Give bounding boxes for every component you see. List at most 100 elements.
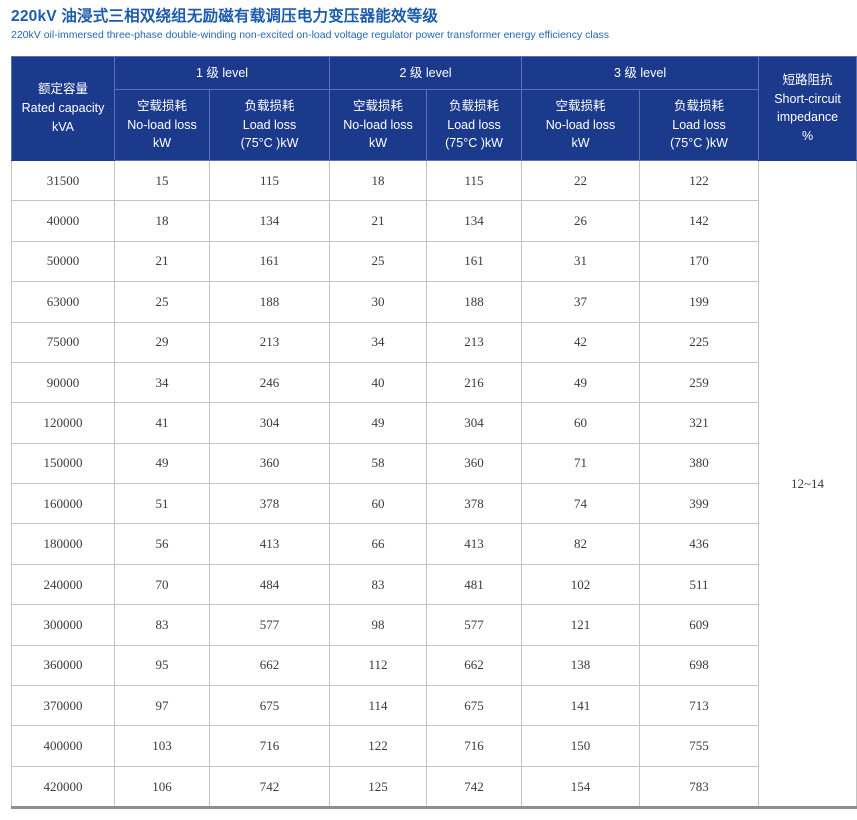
no-load-loss-2-cell: 40 bbox=[329, 361, 428, 404]
header-short-circuit-impedance: 短路阻抗 Short-circuit impedance % bbox=[758, 55, 857, 161]
load-loss-3-cell: 399 bbox=[639, 483, 760, 525]
load-loss-2-cell: 134 bbox=[426, 200, 523, 242]
load-loss-2-cell: 304 bbox=[426, 402, 523, 444]
table-row: 50000 21 161 25 161 31 170 bbox=[11, 240, 857, 283]
table-header: 额定容量 Rated capacity kVA 1 级 level 2 级 le… bbox=[11, 55, 857, 161]
no-load-loss-3-cell: 26 bbox=[521, 200, 641, 242]
load-loss-3-cell: 698 bbox=[639, 644, 760, 687]
load-loss-2-cell: 413 bbox=[426, 523, 523, 565]
header-load-loss-level3: 负载损耗 Load loss (75°C )kW bbox=[639, 88, 760, 161]
load-loss-3-cell: 783 bbox=[639, 765, 760, 809]
table-row: 31500 15 115 18 115 22 122 12~14 bbox=[11, 159, 857, 809]
no-load-loss-3-cell: 102 bbox=[521, 563, 641, 606]
load-loss-2-cell: 213 bbox=[426, 321, 523, 363]
no-load-loss-2-cell: 112 bbox=[329, 644, 428, 687]
table-row: 160000 51 378 60 378 74 399 bbox=[11, 483, 857, 525]
no-load-loss-2-cell: 21 bbox=[329, 200, 428, 242]
header-no-load-loss-level2: 空载损耗 No-load loss kW bbox=[329, 88, 428, 161]
header-level-2-group: 2 级 level bbox=[329, 55, 523, 90]
load-loss-2-cell: 577 bbox=[426, 604, 523, 646]
no-load-loss-2-cell: 18 bbox=[329, 159, 428, 202]
load-loss-1-cell: 716 bbox=[208, 725, 331, 767]
impedance-value-cell: 12~14 bbox=[758, 159, 857, 809]
capacity-cell: 370000 bbox=[11, 685, 115, 727]
load-loss-1-cell: 304 bbox=[208, 402, 331, 444]
no-load-loss-2-cell: 98 bbox=[329, 604, 428, 646]
load-loss-1-cell: 161 bbox=[208, 240, 331, 283]
capacity-cell: 240000 bbox=[11, 563, 115, 606]
no-load-loss-1-cell: 97 bbox=[114, 685, 210, 727]
no-load-loss-2-cell: 114 bbox=[329, 685, 428, 727]
no-load-loss-1-cell: 51 bbox=[114, 483, 210, 525]
load-loss-1-cell: 188 bbox=[208, 281, 331, 323]
table-row: 90000 34 246 40 216 49 259 bbox=[11, 361, 857, 404]
no-load-loss-3-cell: 150 bbox=[521, 725, 641, 767]
header-no-load-loss-level1: 空载损耗 No-load loss kW bbox=[114, 88, 210, 161]
load-loss-1-cell: 577 bbox=[208, 604, 331, 646]
load-loss-2-cell: 742 bbox=[426, 765, 523, 809]
load-loss-1-cell: 675 bbox=[208, 685, 331, 727]
no-load-loss-2-cell: 125 bbox=[329, 765, 428, 809]
header-level-1-group: 1 级 level bbox=[113, 55, 331, 90]
load-loss-2-cell: 216 bbox=[426, 361, 523, 404]
no-load-loss-3-cell: 31 bbox=[521, 240, 641, 283]
capacity-cell: 180000 bbox=[11, 523, 115, 565]
no-load-loss-3-cell: 49 bbox=[521, 361, 641, 404]
load-loss-2-cell: 716 bbox=[426, 725, 523, 767]
table-body: 31500 15 115 18 115 22 122 12~14 40000 18 134 21 134… bbox=[11, 159, 857, 809]
capacity-cell: 31500 bbox=[11, 159, 115, 202]
load-loss-2-cell: 360 bbox=[426, 442, 523, 485]
no-load-loss-3-cell: 82 bbox=[521, 523, 641, 565]
load-loss-1-cell: 134 bbox=[208, 200, 331, 242]
header-load-loss-level1: 负载损耗 Load loss (75°C )kW bbox=[208, 88, 331, 161]
no-load-loss-1-cell: 103 bbox=[114, 725, 210, 767]
no-load-loss-2-cell: 58 bbox=[329, 442, 428, 485]
no-load-loss-3-cell: 37 bbox=[521, 281, 641, 323]
no-load-loss-3-cell: 141 bbox=[521, 685, 641, 727]
table-row: 370000 97 675 114 675 141 713 bbox=[11, 685, 857, 727]
load-loss-1-cell: 742 bbox=[208, 765, 331, 809]
load-loss-3-cell: 225 bbox=[639, 321, 760, 363]
load-loss-2-cell: 188 bbox=[426, 281, 523, 323]
no-load-loss-3-cell: 74 bbox=[521, 483, 641, 525]
load-loss-1-cell: 360 bbox=[208, 442, 331, 485]
load-loss-3-cell: 713 bbox=[639, 685, 760, 727]
capacity-cell: 120000 bbox=[11, 402, 115, 444]
capacity-cell: 160000 bbox=[11, 483, 115, 525]
load-loss-3-cell: 511 bbox=[639, 563, 760, 606]
load-loss-1-cell: 378 bbox=[208, 483, 331, 525]
capacity-cell: 40000 bbox=[11, 200, 115, 242]
no-load-loss-1-cell: 29 bbox=[114, 321, 210, 363]
load-loss-2-cell: 481 bbox=[426, 563, 523, 606]
load-loss-2-cell: 161 bbox=[426, 240, 523, 283]
no-load-loss-1-cell: 56 bbox=[114, 523, 210, 565]
no-load-loss-1-cell: 21 bbox=[114, 240, 210, 283]
capacity-cell: 360000 bbox=[11, 644, 115, 687]
no-load-loss-2-cell: 25 bbox=[329, 240, 428, 283]
load-loss-3-cell: 321 bbox=[639, 402, 760, 444]
no-load-loss-1-cell: 41 bbox=[114, 402, 210, 444]
no-load-loss-2-cell: 60 bbox=[329, 483, 428, 525]
no-load-loss-1-cell: 95 bbox=[114, 644, 210, 687]
load-loss-3-cell: 436 bbox=[639, 523, 760, 565]
load-loss-1-cell: 662 bbox=[208, 644, 331, 687]
table-row: 120000 41 304 49 304 60 321 bbox=[11, 402, 857, 444]
no-load-loss-1-cell: 70 bbox=[114, 563, 210, 606]
efficiency-spec-table: 额定容量 Rated capacity kVA 1 级 level 2 级 le… bbox=[11, 55, 857, 810]
table-row: 240000 70 484 83 481 102 511 bbox=[11, 563, 857, 606]
load-loss-1-cell: 246 bbox=[208, 361, 331, 404]
capacity-cell: 150000 bbox=[11, 442, 115, 485]
no-load-loss-2-cell: 34 bbox=[329, 321, 428, 363]
load-loss-1-cell: 115 bbox=[208, 159, 331, 202]
no-load-loss-3-cell: 154 bbox=[521, 765, 641, 809]
header-rated-capacity: 额定容量 Rated capacity kVA bbox=[11, 55, 115, 161]
capacity-cell: 90000 bbox=[11, 361, 115, 404]
table-row: 180000 56 413 66 413 82 436 bbox=[11, 523, 857, 565]
load-loss-3-cell: 170 bbox=[639, 240, 760, 283]
page-title: 220kV 油浸式三相双绕组无励磁有载调压电力变压器能效等级 bbox=[11, 8, 439, 25]
capacity-cell: 50000 bbox=[11, 240, 115, 283]
load-loss-1-cell: 213 bbox=[208, 321, 331, 363]
capacity-cell: 300000 bbox=[11, 604, 115, 646]
load-loss-2-cell: 115 bbox=[426, 159, 523, 202]
